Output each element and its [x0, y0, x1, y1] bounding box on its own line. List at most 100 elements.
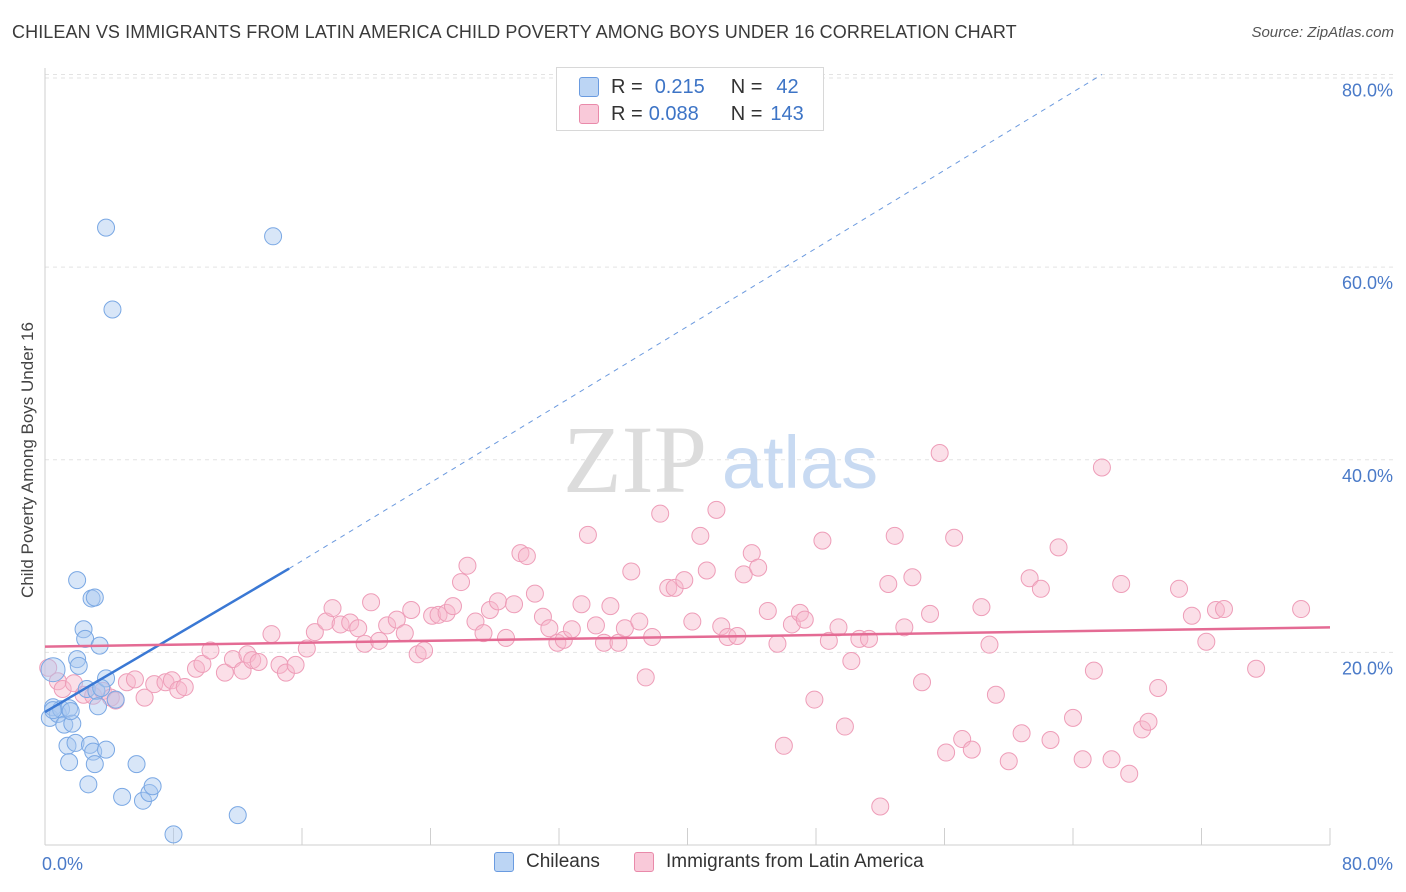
data-point-immigrants [562, 620, 581, 639]
data-point-immigrants [1049, 538, 1068, 557]
data-point-immigrants [913, 673, 932, 692]
data-point-immigrants [879, 574, 898, 593]
data-point-chileans [69, 656, 88, 675]
legend-r-value: 0.215 [654, 75, 705, 98]
legend-row-immigrants: R = 0.088 N = 143 [579, 102, 804, 126]
data-point-immigrants [53, 679, 72, 698]
data-point-immigrants [276, 663, 295, 682]
data-point-immigrants [842, 652, 861, 671]
data-point-immigrants [297, 639, 316, 658]
data-point-immigrants [1214, 600, 1233, 619]
data-point-immigrants [1112, 574, 1131, 593]
data-point-immigrants [1133, 720, 1152, 739]
data-point-immigrants [622, 562, 641, 581]
stats-legend: R = 0.215 N = 42 R = 0.088 N = 143 [556, 67, 824, 131]
y-tick-label: 80.0% [1342, 81, 1393, 101]
data-point-immigrants [423, 606, 442, 625]
legend-swatch-pink [634, 852, 654, 872]
data-point-immigrants [712, 617, 731, 636]
data-point-immigrants [355, 634, 374, 653]
data-point-immigrants [572, 595, 591, 614]
data-point-immigrants [505, 595, 524, 614]
data-point-immigrants [125, 670, 144, 689]
series-chileans [40, 218, 283, 844]
data-point-immigrants [937, 743, 956, 762]
data-point-immigrants [683, 612, 702, 631]
legend-label-immigrants: Immigrants from Latin America [666, 851, 924, 872]
data-point-immigrants [578, 525, 597, 544]
data-point-immigrants [262, 625, 281, 644]
data-point-immigrants [930, 444, 949, 463]
watermark-atlas: atlas [722, 421, 878, 504]
data-point-immigrants [819, 631, 838, 650]
data-point-immigrants [749, 558, 768, 577]
data-point-chileans [103, 300, 122, 319]
data-point-immigrants [1139, 712, 1158, 731]
data-point-chileans [66, 733, 85, 752]
data-point-chileans [113, 787, 132, 806]
series-legend: Chileans Immigrants from Latin America [0, 851, 1406, 877]
data-point-immigrants [1247, 659, 1266, 678]
data-point-immigrants [805, 690, 824, 709]
data-point-immigrants [39, 658, 58, 677]
data-point-chileans [143, 777, 162, 796]
legend-r-value: 0.088 [648, 102, 699, 125]
y-tick-label: 60.0% [1342, 273, 1393, 293]
data-point-chileans [228, 806, 247, 825]
data-point-chileans [97, 218, 116, 237]
trend-line-chileans-extension [288, 74, 1103, 570]
legend-n-value: 143 [770, 102, 804, 125]
data-point-immigrants [349, 619, 368, 638]
data-point-immigrants [145, 675, 164, 694]
data-point-immigrants [999, 752, 1018, 771]
watermark-zip: ZIP [563, 406, 707, 513]
data-point-immigrants [135, 688, 154, 707]
data-point-immigrants [517, 547, 536, 566]
y-axis-label: Child Poverty Among Boys Under 16 [18, 322, 37, 598]
axes [44, 68, 1331, 846]
data-point-immigrants [525, 584, 544, 603]
data-point-immigrants [1120, 764, 1139, 783]
trend-lines [44, 74, 1331, 714]
data-point-immigrants [496, 628, 515, 647]
data-point-chileans [68, 650, 87, 669]
legend-item-chileans: Chileans [494, 851, 600, 873]
trend-line-chileans [44, 567, 290, 714]
data-point-immigrants [488, 592, 507, 611]
data-point-immigrants [586, 616, 605, 635]
legend-item-immigrants: Immigrants from Latin America [634, 851, 924, 873]
data-point-immigrants [665, 578, 684, 597]
data-point-chileans [133, 791, 152, 810]
data-point-immigrants [758, 601, 777, 620]
x-tick-label: 0.0% [42, 854, 83, 874]
data-point-chileans [60, 753, 79, 772]
data-point-chileans [61, 702, 80, 721]
data-point-immigrants [707, 500, 726, 519]
data-point-immigrants [323, 599, 342, 618]
data-point-immigrants [1012, 724, 1031, 743]
data-point-immigrants [540, 619, 559, 638]
data-point-immigrants [962, 740, 981, 759]
data-point-immigrants [452, 573, 471, 592]
data-point-immigrants [286, 655, 305, 674]
data-point-chileans [264, 227, 283, 246]
data-point-immigrants [1041, 731, 1060, 750]
data-point-immigrants [1102, 750, 1121, 769]
data-point-immigrants [980, 635, 999, 654]
data-point-immigrants [945, 528, 964, 547]
grid-lines [45, 74, 1394, 653]
data-point-immigrants [249, 653, 268, 672]
data-point-immigrants [630, 612, 649, 631]
data-point-immigrants [903, 568, 922, 587]
data-point-immigrants [395, 624, 414, 643]
data-point-immigrants [921, 604, 940, 623]
data-point-chileans [79, 775, 98, 794]
data-point-immigrants [1084, 661, 1103, 680]
data-point-chileans [106, 690, 125, 709]
data-point-immigrants [458, 556, 477, 575]
legend-n-label: N = [730, 102, 763, 125]
data-point-immigrants [223, 650, 242, 669]
data-point-immigrants [972, 598, 991, 617]
data-point-immigrants [601, 597, 620, 616]
